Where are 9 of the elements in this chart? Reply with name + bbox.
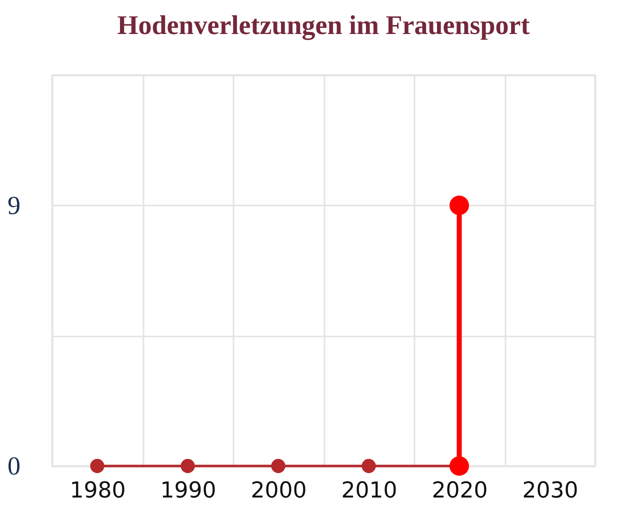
x-tick-label: 2010	[341, 478, 398, 504]
y-tick-label: 0	[8, 452, 20, 480]
x-tick-label: 2030	[522, 478, 578, 504]
y-tick-label: 9	[8, 190, 20, 220]
x-tick-label: 2000	[250, 478, 307, 504]
x-tick-label: 2020	[432, 478, 488, 504]
x-tick-label: 1990	[160, 478, 216, 504]
chart-title: Hodenverletzungen im Frauensport	[117, 10, 530, 40]
x-tick-label: 1980	[70, 478, 126, 504]
